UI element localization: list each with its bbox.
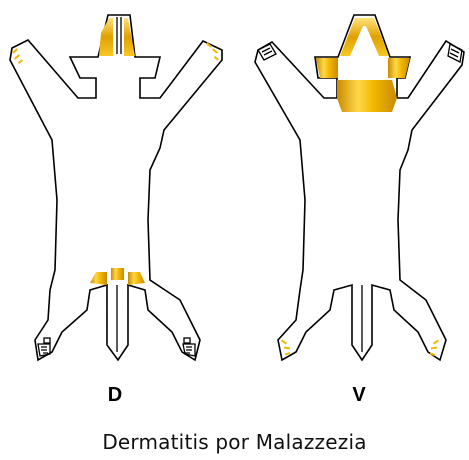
ventral-neck-lesion-left: [316, 58, 338, 78]
dorsal-hind-right-paw: [182, 337, 196, 357]
ventral-throat-lesion: [337, 80, 397, 112]
ventral-view-figure: [254, 14, 465, 362]
ventral-view-label: V: [352, 384, 366, 406]
dorsal-front-right-paw-lesion: [206, 42, 219, 61]
dorsal-tail-lesion: [111, 268, 124, 280]
dorsal-hind-lesion-left: [90, 272, 107, 285]
dorsal-hind-lesion-right: [128, 272, 145, 285]
ventral-front-right-paw: [447, 43, 463, 63]
dorsal-view-figure: [9, 14, 223, 362]
dorsal-head-lesion-left: [99, 18, 113, 56]
ventral-hind-left-paw-lesion: [280, 339, 291, 356]
dorsal-hind-left-paw: [37, 337, 51, 357]
ventral-head-lesion: [340, 18, 389, 56]
dorsal-head-center-line: [116, 17, 122, 54]
dorsal-head-lesion-right: [124, 18, 135, 56]
dorsal-body-outline: [9, 14, 223, 362]
dorsal-view-label: D: [107, 384, 123, 406]
ventral-hind-right-paw-lesion: [429, 339, 440, 356]
figure-caption: Dermatitis por Malazzezia: [102, 430, 367, 454]
ventral-front-left-paw: [257, 43, 277, 61]
ventral-neck-lesion-right: [388, 58, 410, 78]
dorsal-front-left-paw-lesion: [12, 48, 23, 65]
ventral-body-outline: [254, 14, 465, 362]
